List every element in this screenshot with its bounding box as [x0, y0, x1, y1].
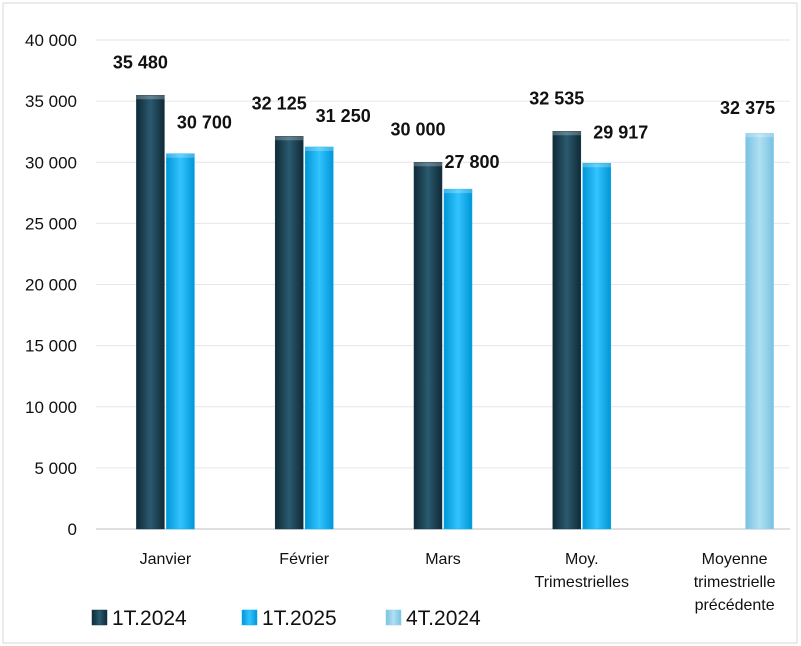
bar-top-bevel — [414, 162, 442, 167]
category-label: Février — [279, 551, 329, 568]
y-tick-label: 40 000 — [25, 31, 77, 50]
data-labels: 35 480 30 700 32 125 31 250 30 000 27 800 32 5… — [113, 52, 775, 172]
data-label: 30 700 — [177, 113, 232, 133]
legend-label: 1T.2025 — [262, 607, 337, 630]
bar-top-bevel — [444, 189, 472, 194]
gridlines — [96, 39, 790, 530]
y-tick-label: 10 000 — [25, 398, 77, 417]
bar-1t-2024 — [413, 162, 443, 530]
y-tick-label: 35 000 — [25, 92, 77, 111]
bar-1t-2024 — [274, 136, 304, 530]
category-label: Janvier — [140, 551, 192, 568]
bar-top-bevel — [305, 146, 334, 151]
y-tick-label: 25 000 — [25, 214, 77, 233]
y-tick-label: 5 000 — [34, 459, 77, 478]
bar-1t-2024 — [136, 95, 165, 530]
data-label: 35 480 — [113, 52, 168, 72]
y-tick-label: 20 000 — [25, 276, 77, 295]
bar-1t-2025 — [166, 153, 195, 530]
bar-top-bevel — [166, 153, 195, 158]
bar-1t-2025 — [443, 188, 473, 530]
data-label: 32 535 — [529, 88, 584, 108]
bar-top-bevel — [582, 163, 611, 168]
category-label: Mars — [425, 551, 461, 568]
bar-top-bevel — [552, 131, 581, 136]
legend-swatch — [91, 609, 108, 626]
category-label: trimestrielle — [694, 574, 776, 591]
bar-top-bevel — [136, 95, 165, 100]
data-label: 32 125 — [252, 93, 307, 113]
data-label: 29 917 — [593, 122, 648, 142]
bar-1t-2025 — [582, 163, 612, 530]
legend-label: 1T.2024 — [112, 607, 187, 630]
bar-1t-2024 — [552, 131, 582, 530]
data-label: 31 250 — [316, 106, 371, 126]
category-label: Moyenne — [702, 551, 768, 568]
category-label: Trimestrielles — [535, 574, 630, 591]
bars — [136, 95, 774, 530]
bar-4t-2024 — [745, 132, 774, 530]
y-axis-tick-labels: 0 5 000 10 000 15 000 20 000 25 000 30 000 35 0… — [25, 31, 77, 539]
y-tick-label: 0 — [68, 520, 77, 539]
legend: 1T.2024 1T.2025 4T.2024 — [91, 607, 481, 630]
category-label: précédente — [695, 597, 775, 614]
data-label: 30 000 — [390, 119, 445, 139]
legend-label: 4T.2024 — [406, 607, 481, 630]
bar-top-bevel — [745, 133, 774, 138]
legend-swatch — [241, 609, 258, 626]
x-axis-category-labels: Janvier Février Mars Moy. Trimestrielles Moye… — [140, 551, 776, 614]
bar-top-bevel — [275, 136, 304, 141]
legend-swatch — [385, 609, 402, 626]
bar-1t-2025 — [304, 146, 334, 530]
data-label: 32 375 — [720, 98, 775, 118]
y-tick-label: 30 000 — [25, 153, 77, 172]
data-label: 27 800 — [444, 152, 499, 172]
y-tick-label: 15 000 — [25, 337, 77, 356]
category-label: Moy. — [565, 551, 598, 568]
